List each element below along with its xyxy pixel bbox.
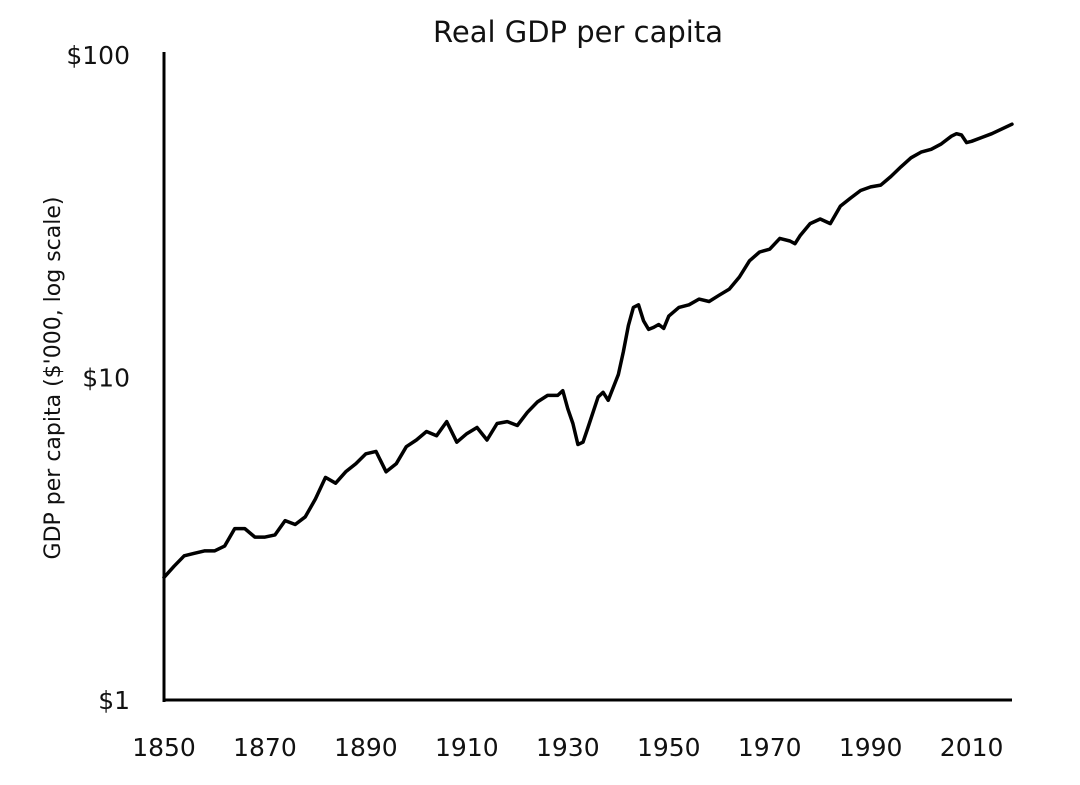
y-tick-label: $1 (98, 686, 130, 715)
chart-title: Real GDP per capita (433, 15, 723, 49)
x-tick-label: 1870 (233, 733, 297, 762)
y-tick-labels: $1 $10 $100 (66, 41, 130, 715)
series-layer (162, 122, 1014, 580)
x-tick-labels: 1850 1870 1890 1910 1930 1950 1970 1990 2010 (132, 733, 1003, 762)
x-tick-label: 1910 (435, 733, 499, 762)
y-axis-label: GDP per capita ($'000, log scale) (41, 197, 66, 560)
x-tick-label: 1890 (334, 733, 398, 762)
x-tick-label: 1990 (839, 733, 903, 762)
series-line (162, 122, 1014, 580)
y-tick-label: $10 (82, 364, 130, 393)
y-tick-label: $100 (66, 41, 130, 70)
x-tick-label: 1930 (536, 733, 600, 762)
x-tick-label: 1850 (132, 733, 196, 762)
x-tick-label: 2010 (940, 733, 1004, 762)
x-tick-label: 1970 (738, 733, 802, 762)
x-tick-label: 1950 (637, 733, 701, 762)
